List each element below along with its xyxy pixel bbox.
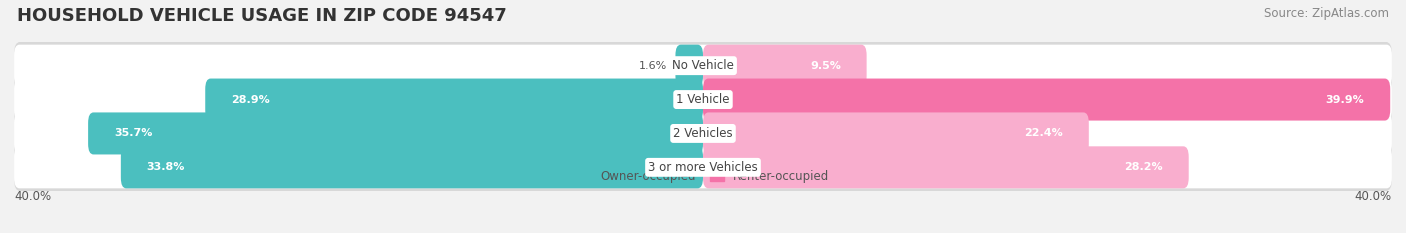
- FancyBboxPatch shape: [14, 76, 1392, 123]
- FancyBboxPatch shape: [14, 110, 1392, 157]
- FancyBboxPatch shape: [14, 144, 1392, 191]
- Text: 40.0%: 40.0%: [1355, 190, 1392, 203]
- FancyBboxPatch shape: [703, 113, 1088, 154]
- Text: Source: ZipAtlas.com: Source: ZipAtlas.com: [1264, 7, 1389, 20]
- FancyBboxPatch shape: [675, 45, 703, 87]
- Text: 3 or more Vehicles: 3 or more Vehicles: [648, 161, 758, 174]
- Text: HOUSEHOLD VEHICLE USAGE IN ZIP CODE 94547: HOUSEHOLD VEHICLE USAGE IN ZIP CODE 9454…: [17, 7, 506, 25]
- FancyBboxPatch shape: [14, 45, 1392, 87]
- Text: 9.5%: 9.5%: [810, 61, 841, 71]
- FancyBboxPatch shape: [121, 146, 703, 188]
- FancyBboxPatch shape: [703, 79, 1391, 120]
- Text: 1.6%: 1.6%: [638, 61, 666, 71]
- Text: 33.8%: 33.8%: [146, 162, 186, 172]
- Text: 1 Vehicle: 1 Vehicle: [676, 93, 730, 106]
- Text: 2 Vehicles: 2 Vehicles: [673, 127, 733, 140]
- Text: No Vehicle: No Vehicle: [672, 59, 734, 72]
- FancyBboxPatch shape: [14, 113, 1392, 154]
- Text: 39.9%: 39.9%: [1326, 95, 1364, 105]
- Text: 35.7%: 35.7%: [114, 128, 152, 138]
- FancyBboxPatch shape: [89, 113, 703, 154]
- FancyBboxPatch shape: [14, 146, 1392, 188]
- Text: 40.0%: 40.0%: [14, 190, 51, 203]
- FancyBboxPatch shape: [205, 79, 703, 120]
- Text: 28.2%: 28.2%: [1125, 162, 1163, 172]
- FancyBboxPatch shape: [703, 146, 1188, 188]
- FancyBboxPatch shape: [14, 42, 1392, 89]
- Text: 28.9%: 28.9%: [231, 95, 270, 105]
- FancyBboxPatch shape: [14, 79, 1392, 120]
- FancyBboxPatch shape: [703, 45, 866, 87]
- Text: 22.4%: 22.4%: [1024, 128, 1063, 138]
- Legend: Owner-occupied, Renter-occupied: Owner-occupied, Renter-occupied: [572, 166, 834, 188]
